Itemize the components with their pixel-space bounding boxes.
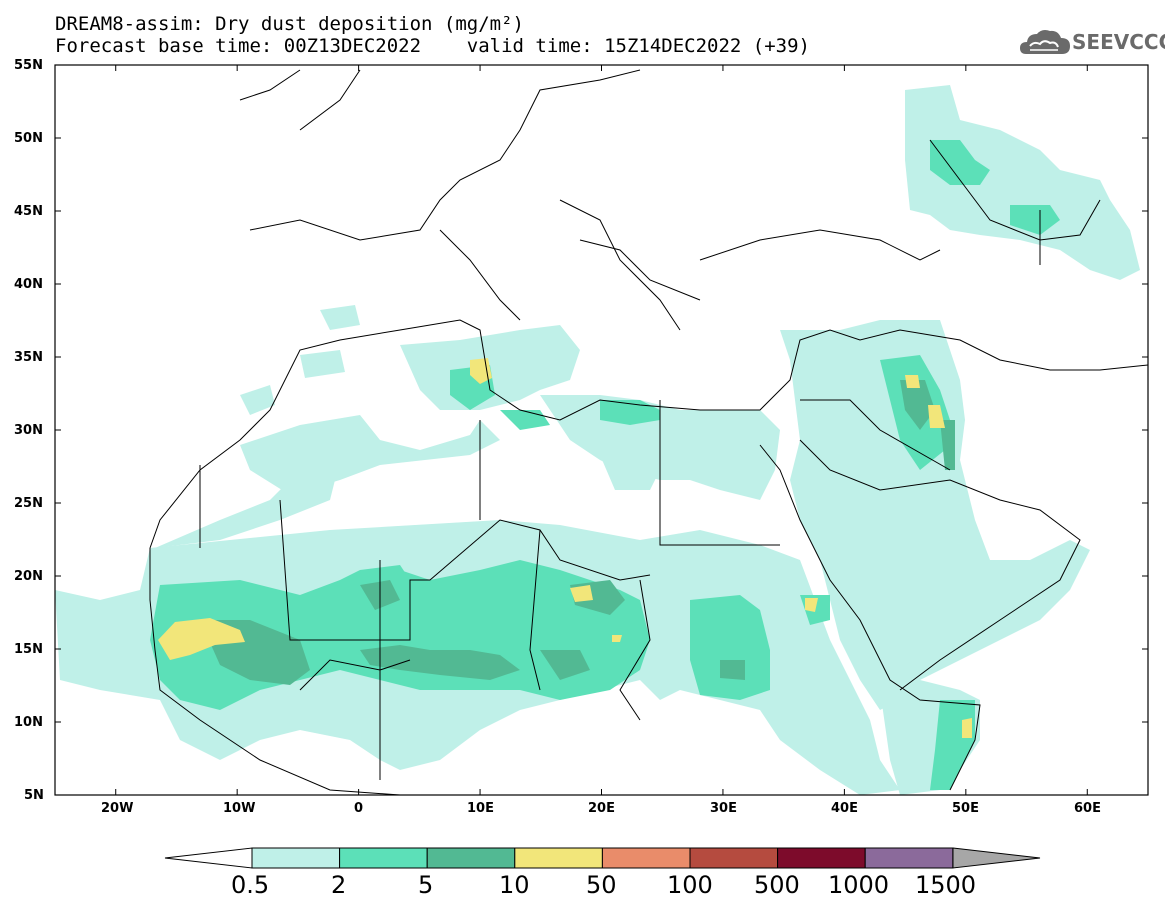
colorbar-label: 500 (754, 871, 800, 899)
dust-level-4 (158, 358, 972, 738)
colorbar-high-arrow (952, 847, 1041, 869)
lat-label: 45N (14, 204, 43, 219)
colorbar-box (339, 847, 428, 869)
lon-label: 50E (952, 801, 979, 816)
lon-label: 10E (467, 801, 494, 816)
lat-label: 25N (14, 496, 43, 511)
colorbar-label: 1500 (915, 871, 977, 899)
lat-label: 50N (14, 131, 43, 146)
colorbar-label: 2 (331, 871, 347, 899)
colorbar-box (514, 847, 603, 869)
colorbar-label: 1000 (828, 871, 890, 899)
cloud-logo-icon (1020, 30, 1070, 54)
colorbar-box (689, 847, 779, 869)
colorbar-box (864, 847, 954, 869)
colorbar-label: 50 (586, 871, 617, 899)
lat-label: 40N (14, 277, 43, 292)
lon-label: 20W (101, 801, 134, 816)
lat-label: 5N (24, 788, 44, 803)
lat-label: 15N (14, 642, 43, 657)
colorbar-box (426, 847, 516, 869)
lon-label: 20E (588, 801, 615, 816)
lat-label: 35N (14, 350, 43, 365)
logo-text: SEEVCCC (1072, 30, 1165, 54)
colorbar-label: 10 (499, 871, 530, 899)
lon-label: 0 (354, 801, 364, 816)
colorbar-label: 100 (667, 871, 713, 899)
lon-label: 60E (1074, 801, 1101, 816)
colorbar-box (777, 847, 866, 869)
lat-label: 30N (14, 423, 43, 438)
colorbar-box (601, 847, 691, 869)
colorbar-label: 0.5 (231, 871, 270, 899)
axis-ticks (55, 64, 1148, 796)
lat-label: 55N (14, 58, 43, 73)
coastlines (149, 69, 1148, 795)
lon-label: 10W (223, 801, 256, 816)
lat-label: 10N (14, 715, 43, 730)
lat-label: 20N (14, 569, 43, 584)
colorbar-low-arrow (164, 847, 253, 869)
colorbar-label: 5 (418, 871, 434, 899)
lon-label: 30E (710, 801, 737, 816)
map-title: DREAM8-assim: Dry dust deposition (mg/m²… (55, 13, 524, 35)
colorbar-box (251, 847, 341, 869)
lon-label: 40E (831, 801, 858, 816)
forecast-times: Forecast base time: 00Z13DEC2022 valid t… (55, 35, 810, 57)
colorbar (164, 847, 1041, 869)
